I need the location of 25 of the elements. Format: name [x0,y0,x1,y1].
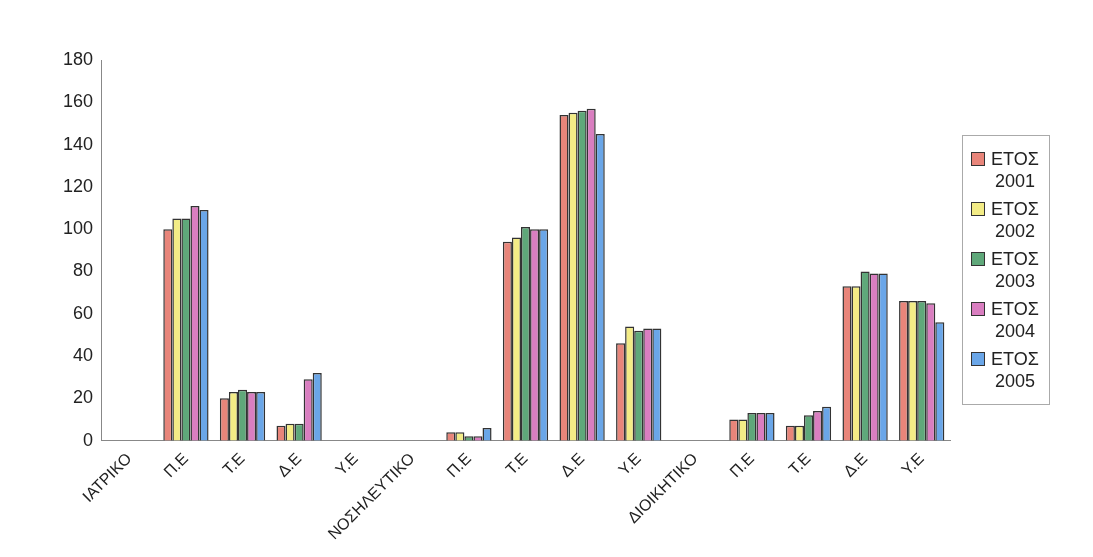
legend-label: ΕΤΟΣ 2003 [990,248,1040,292]
legend-label: ΕΤΟΣ 2005 [990,348,1040,392]
y-tick-label: 140 [62,133,94,154]
x-tick-label: Τ.Ε [219,449,248,478]
legend-label: ΕΤΟΣ 2001 [990,148,1040,192]
x-tick-label: Δ.Ε [840,449,871,480]
legend-label: ΕΤΟΣ 2002 [990,198,1040,242]
y-tick-label: 20 [73,387,94,408]
x-tick-label: Δ.Ε [557,449,588,480]
x-tick-label: Π.Ε [160,449,192,481]
x-tick-label: Υ.Ε [898,449,927,479]
y-tick-label: 120 [62,175,94,196]
y-tick-label: 80 [73,260,94,281]
y-tick-label: 40 [73,344,94,365]
x-tick-label: Π.Ε [726,449,758,481]
y-tick-label: 180 [62,48,94,69]
x-tick-label: Δ.Ε [274,449,305,480]
x-tick-label: Π.Ε [443,449,475,481]
x-tick-label: Τ.Ε [785,449,814,478]
y-tick-label: 160 [62,91,94,112]
x-tick-label: Τ.Ε [502,449,531,478]
y-tick-label: 60 [73,302,94,323]
y-tick-label: 100 [62,218,94,239]
y-tick-label: 0 [83,429,94,450]
legend-label: ΕΤΟΣ 2004 [990,298,1040,342]
